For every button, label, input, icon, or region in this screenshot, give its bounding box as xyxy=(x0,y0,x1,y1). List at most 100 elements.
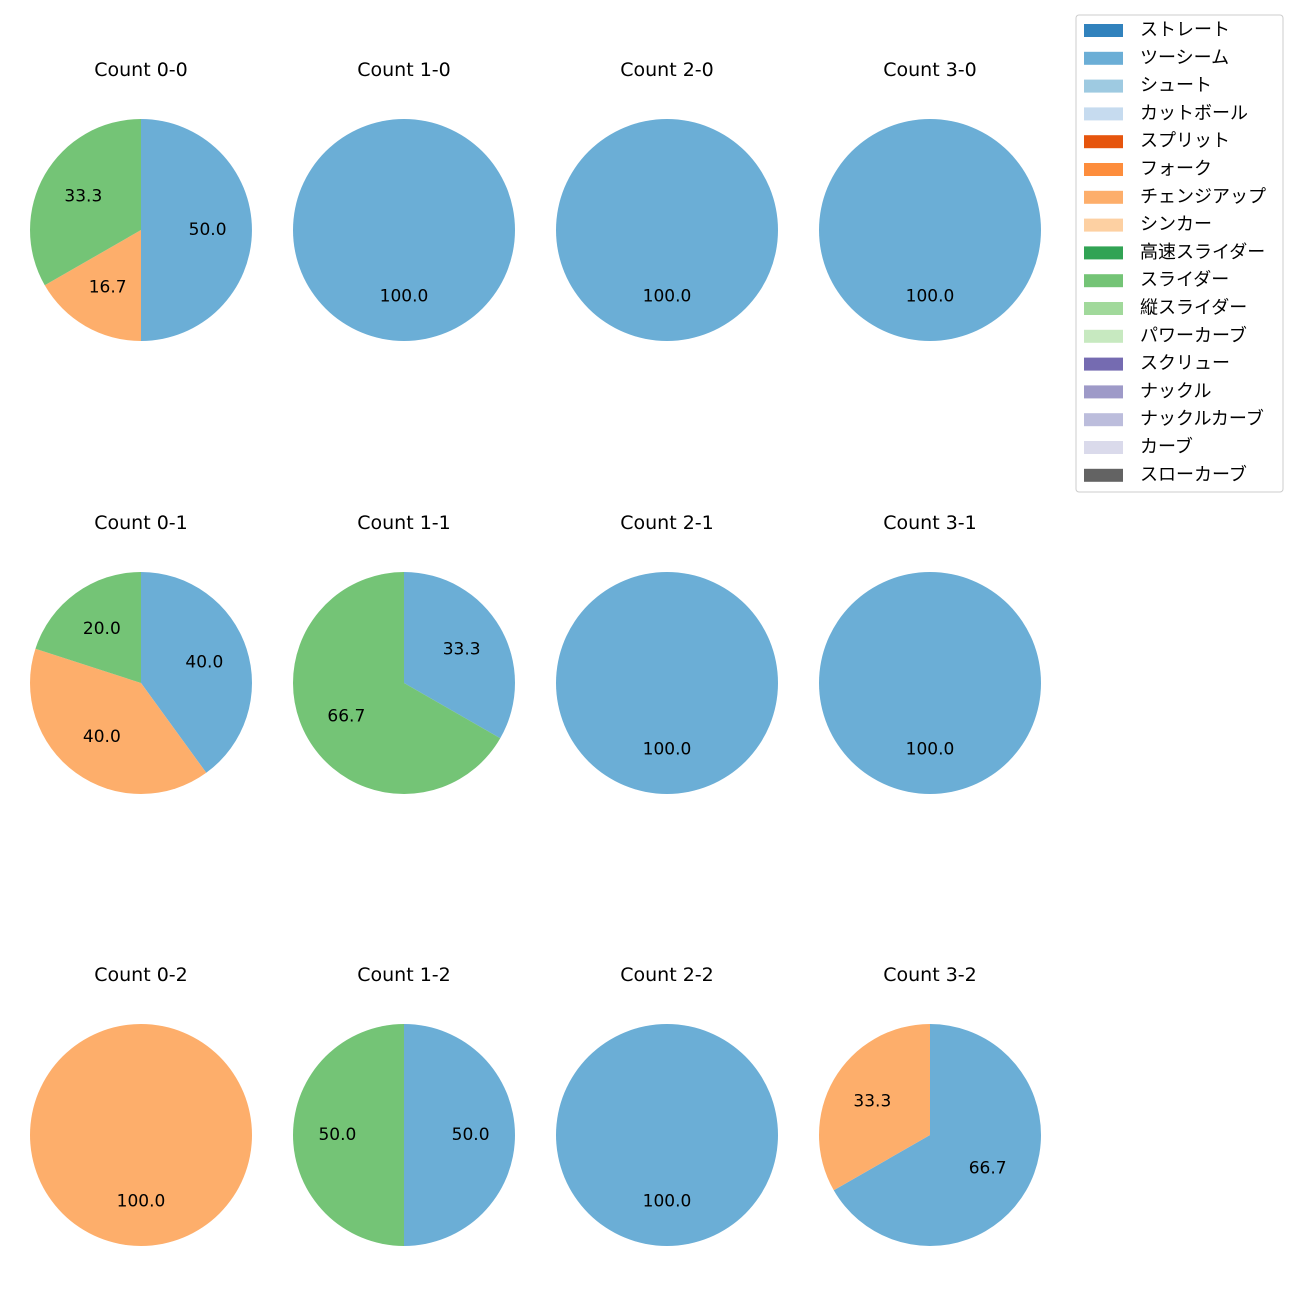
pie-slice xyxy=(404,572,515,739)
pie-panel: Count 2-1 100.0 xyxy=(556,512,778,794)
legend-item: スローカーブ xyxy=(1084,463,1247,485)
slice-percent-label: 50.0 xyxy=(189,220,227,240)
pie-slice xyxy=(556,119,778,341)
pie-slice xyxy=(556,572,778,794)
pie-title: Count 0-2 xyxy=(94,964,188,986)
slice-percent-label: 100.0 xyxy=(643,1192,692,1212)
slice-percent-label: 100.0 xyxy=(380,287,429,307)
legend-label: スライダー xyxy=(1140,270,1229,291)
slice-percent-label: 66.7 xyxy=(969,1158,1007,1178)
legend-label: パワーカーブ xyxy=(1140,324,1247,346)
pie-title: Count 2-2 xyxy=(620,964,714,986)
legend-item: フォーク xyxy=(1084,159,1212,180)
legend-swatch xyxy=(1084,135,1123,149)
legend-item: カーブ xyxy=(1084,436,1193,458)
legend-label: ツーシーム xyxy=(1140,47,1229,68)
pie-slice xyxy=(141,572,253,773)
legend-swatch xyxy=(1084,329,1123,343)
slice-percent-label: 100.0 xyxy=(643,287,692,307)
slice-percent-label: 40.0 xyxy=(83,727,121,747)
pie-slice xyxy=(29,119,142,286)
legend-swatch xyxy=(1084,107,1123,121)
pie-panel: Count 1-2 50.0 50.0 xyxy=(293,964,515,1246)
pie-slice xyxy=(819,572,1041,794)
legend-item: 高速スライダー xyxy=(1084,242,1265,263)
legend-label: シンカー xyxy=(1140,214,1212,235)
pie-slice xyxy=(292,572,501,794)
legend-swatch xyxy=(1084,468,1123,482)
pie-title: Count 3-2 xyxy=(883,964,977,986)
pie-title: Count 0-0 xyxy=(94,59,188,81)
legend-label: ストレート xyxy=(1140,20,1230,41)
pie-panel: Count 2-2 100.0 xyxy=(556,964,778,1246)
pie-title: Count 2-1 xyxy=(620,512,714,534)
legend-item: スクリュー xyxy=(1084,353,1230,374)
legend-label: ナックル xyxy=(1140,381,1211,402)
legend-label: チェンジアップ xyxy=(1140,186,1266,207)
legend-item: カットボール xyxy=(1084,103,1248,124)
slice-percent-label: 100.0 xyxy=(906,740,955,760)
slice-percent-label: 33.3 xyxy=(853,1092,891,1112)
pie-slice xyxy=(818,1023,930,1191)
pie-slice xyxy=(819,119,1041,341)
pie-slice xyxy=(44,230,141,341)
legend-swatch xyxy=(1084,51,1123,65)
legend-swatch xyxy=(1084,357,1123,371)
legend-swatch xyxy=(1084,79,1123,93)
legend-item: ツーシーム xyxy=(1084,47,1229,68)
legend-label: カットボール xyxy=(1140,103,1248,124)
pie-title: Count 0-1 xyxy=(94,512,188,534)
pie-slice xyxy=(35,572,142,683)
legend-swatch xyxy=(1084,190,1123,204)
legend-item: スプリット xyxy=(1084,131,1230,152)
legend-label: スプリット xyxy=(1140,131,1230,152)
legend-label: 高速スライダー xyxy=(1140,242,1265,263)
pie-title: Count 1-1 xyxy=(357,512,451,534)
legend-label: 縦スライダー xyxy=(1140,298,1247,319)
legend-swatch xyxy=(1084,385,1123,399)
legend-item: シンカー xyxy=(1084,214,1212,235)
legend-swatch xyxy=(1084,163,1123,176)
legend-swatch xyxy=(1084,218,1123,232)
slice-percent-label: 33.3 xyxy=(443,640,481,660)
pie-slice xyxy=(293,119,515,341)
slice-percent-label: 40.0 xyxy=(185,652,223,672)
legend-swatch xyxy=(1084,274,1123,288)
pie-slice xyxy=(141,119,252,341)
legend-label: フォーク xyxy=(1140,159,1212,180)
slice-percent-label: 20.0 xyxy=(83,619,121,639)
pie-title: Count 1-2 xyxy=(357,964,451,986)
pie-panel: Count 3-0 100.0 xyxy=(819,59,1041,341)
pie-panel: Count 0-2 100.0 xyxy=(30,964,252,1246)
pie-panel: Count 3-2 66.7 33.3 xyxy=(818,964,1041,1246)
slice-percent-label: 16.7 xyxy=(89,278,127,298)
pie-slice xyxy=(833,1024,1041,1246)
legend-swatch xyxy=(1084,246,1123,260)
legend-item: スライダー xyxy=(1084,270,1229,291)
legend-swatch xyxy=(1084,24,1123,37)
legend-swatch xyxy=(1084,441,1123,454)
slice-percent-label: 100.0 xyxy=(906,287,955,307)
legend-label: カーブ xyxy=(1140,436,1193,458)
pie-title: Count 3-0 xyxy=(883,59,977,81)
pie-panel: Count 1-0 100.0 xyxy=(293,59,515,341)
pie-panel: Count 2-0 100.0 xyxy=(556,59,778,341)
pie-title: Count 2-0 xyxy=(620,59,714,81)
pie-slice xyxy=(293,1024,404,1246)
legend-label: ナックルカーブ xyxy=(1140,408,1264,430)
legend-label: シュート xyxy=(1140,75,1212,96)
legend-swatch xyxy=(1084,302,1123,315)
pie-panel: Count 1-1 33.3 66.7 xyxy=(292,512,515,794)
slice-percent-label: 50.0 xyxy=(452,1125,490,1145)
pie-slice xyxy=(404,1024,515,1246)
pie-panel: Count 0-1 40.0 40.0 20.0 xyxy=(29,512,253,795)
slice-percent-label: 100.0 xyxy=(643,740,692,760)
legend-item: ナックルカーブ xyxy=(1084,408,1264,430)
legend-item: ナックル xyxy=(1084,381,1211,402)
slice-percent-label: 33.3 xyxy=(64,187,102,207)
slice-percent-label: 50.0 xyxy=(318,1125,356,1145)
pie-slice xyxy=(556,1024,778,1246)
slice-percent-label: 100.0 xyxy=(117,1192,166,1212)
